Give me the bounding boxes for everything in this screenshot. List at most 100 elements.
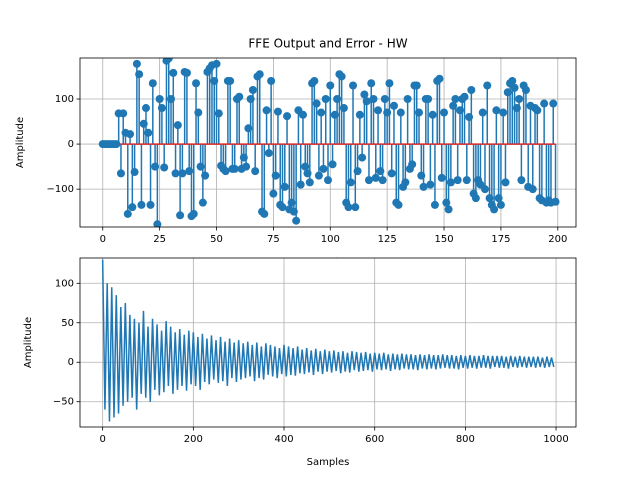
stem-marker [242,162,251,171]
stem-marker [346,178,355,187]
y-tick-label: 0 [68,357,74,368]
stem-marker [278,203,287,212]
stem-marker [337,72,346,81]
y-tick-label: 50 [61,318,74,329]
stem-marker [371,173,380,182]
stem-marker [267,76,276,85]
stem-marker [289,207,298,216]
stem-marker [455,106,464,115]
stem-marker [360,90,369,99]
y-axis-label: Amplitude [23,317,34,368]
stem-marker [364,176,373,185]
stem-marker [296,180,305,189]
stem-marker [251,167,260,176]
stem-marker [298,110,307,119]
x-tick-label: 200 [184,434,203,445]
stem-marker [283,112,292,121]
stem-marker [446,178,455,187]
stem-marker [424,95,433,104]
x-tick-label: 75 [267,234,280,245]
stem-marker [280,182,289,191]
stem-marker [326,81,335,90]
axes: 0 200 400 600 800 1000 −50 0 50 100 Samples Amplitu… [23,257,577,468]
stem-marker [485,194,494,203]
plot-area [98,58,560,227]
stem-marker [408,160,417,169]
stem-marker [419,182,428,191]
stem-marker [362,97,371,106]
stem-marker [248,85,257,94]
axes-frame [79,257,577,428]
stem-marker [355,110,364,119]
stem-marker [303,169,312,178]
stem-marker [260,209,269,218]
stem-marker [517,176,526,185]
stem-marker [403,95,412,104]
stem-marker [310,76,319,85]
stem-marker [230,164,239,173]
stem-marker [212,59,221,68]
stem-marker [153,220,162,227]
stem-marker [389,101,398,110]
stem-marker [435,74,444,83]
stem-marker [264,149,273,158]
stem-marker [540,99,549,108]
stem-marker [367,79,376,88]
stem-marker [176,211,185,220]
stem-marker [412,81,421,90]
stem-marker [130,168,139,177]
stem-marker [135,70,144,79]
stem-marker [551,197,560,206]
data-line [101,259,555,422]
stem-marker [383,108,392,117]
x-tick-label: 0 [99,434,105,445]
stem-marker [378,176,387,185]
stem-marker [214,109,223,118]
stem-marker [116,169,125,178]
x-tick-label: 400 [274,434,293,445]
stem-marker [501,178,510,187]
stem-marker [465,113,474,122]
stem-marker [269,189,278,198]
x-axis-label: Samples [307,457,350,468]
stem-marker [369,95,378,104]
stem-marker [312,99,321,108]
stem-marker [185,167,194,176]
stem-marker [112,140,121,149]
stem-marker [385,79,394,88]
stem-marker [528,185,537,194]
stem-marker [151,162,160,171]
stem-marker [508,76,517,85]
x-tick-label: 175 [491,234,510,245]
stem-marker [155,95,164,104]
stem-marker [396,108,405,117]
stem-marker [262,106,271,115]
stem-marker [178,169,187,178]
stem-marker [235,92,244,101]
stem-marker [292,216,301,225]
stem-marker [492,106,501,115]
x-tick-label: 100 [321,234,340,245]
stem-marker [221,167,230,176]
stem-marker [201,171,210,180]
stem-marker [442,198,451,207]
stem-marker [471,194,480,203]
stem-marker [192,79,201,88]
stem-marker [271,171,280,180]
stem-marker [333,95,342,104]
stem-marker [167,95,176,104]
y-tick-label: 100 [55,278,74,289]
stem-marker [339,104,348,113]
stem-marker [173,121,182,130]
stem-marker [376,167,385,176]
stem-marker [374,106,383,115]
stem-marker [317,108,326,117]
y-tick-label: 100 [55,94,74,105]
stem-marker [533,106,542,115]
stem-marker [226,76,235,85]
stem-marker [148,79,157,88]
stem-marker [417,171,426,180]
stem-marker [321,95,330,104]
stem-marker [512,104,521,113]
stem-marker [483,81,492,90]
